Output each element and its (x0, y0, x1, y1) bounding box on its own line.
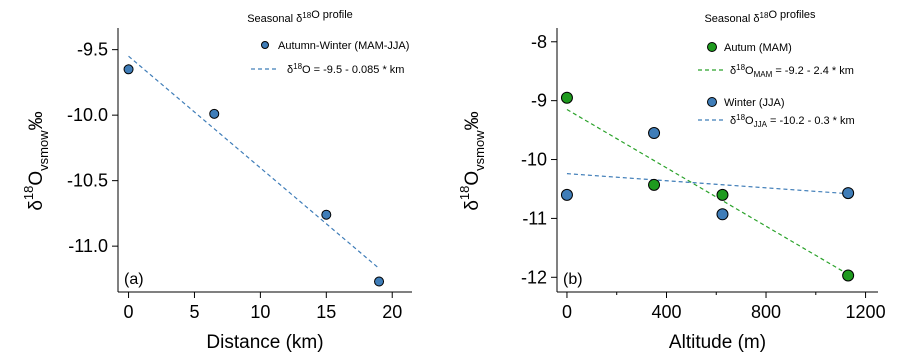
data-point (209, 108, 220, 119)
y-tick-label: -8 (531, 32, 547, 52)
fit-line (566, 173, 849, 195)
x-axis-title: Distance (km) (206, 332, 323, 353)
panel-a: 0 5 10 15 20 -9.5 -10.0 -10.5 -11.0 Distance (km)… (21, 9, 412, 353)
legend-label: δ18OJJA = -10.2 - 0.3 * km (730, 113, 855, 129)
x-tick-label: 20 (382, 302, 402, 322)
fit-line (566, 108, 849, 275)
x-tick-label: 10 (250, 302, 270, 322)
legend-label: Autum (MAM) (724, 42, 792, 54)
data-point (560, 91, 573, 104)
panel-label: (b) (563, 271, 583, 288)
x-tick-label: 5 (189, 302, 199, 322)
data-point (321, 209, 332, 220)
data-point (560, 188, 573, 201)
legend-label: δ18O = -9.5 - 0.085 * km (287, 62, 404, 76)
legend-label: Winter (JJA) (724, 97, 785, 109)
x-axis-title: Altitude (m) (669, 332, 766, 353)
y-tick-label: -10.0 (67, 105, 108, 125)
x-tick-label: 800 (751, 302, 781, 322)
legend-label: δ18OMAM = -9.2 - 2.4 * km (730, 63, 854, 79)
legend-marker (261, 41, 269, 49)
x-tick-label: 1200 (846, 302, 886, 322)
y-tick-label: -10 (521, 150, 547, 170)
panel-label: (a) (124, 271, 144, 288)
y-tick-label: -12 (521, 267, 547, 287)
y-tick-label: -9 (531, 91, 547, 111)
legend-marker (707, 97, 717, 107)
legend-marker (707, 42, 717, 52)
chart-title: Seasonal δ18O profiles (704, 9, 816, 25)
panel-b: 0 400 800 1200 -8 -9 -10 -11 -12 Altitude (m) δ18O… (457, 9, 886, 353)
x-tick-label: 0 (562, 302, 572, 322)
chart-title: Seasonal δ18O profile (247, 9, 353, 25)
y-tick-label: -11.0 (68, 236, 108, 256)
fit-line (128, 55, 380, 269)
data-point (842, 269, 855, 282)
x-tick-label: 0 (124, 302, 134, 322)
data-point (123, 64, 134, 75)
y-tick-label: -11 (522, 208, 547, 228)
data-point (374, 276, 385, 287)
y-tick-label: -10.5 (67, 171, 108, 191)
data-point (716, 188, 729, 201)
data-point (648, 127, 661, 140)
x-tick-label: 15 (316, 302, 336, 322)
y-tick-label: -9.5 (77, 40, 108, 60)
x-tick-label: 400 (651, 302, 681, 322)
legend-label: Autumn-Winter (MAM-JJA) (278, 40, 409, 52)
y-axis-title: δ18Ovsmow‰ (21, 111, 51, 210)
data-point (842, 187, 855, 200)
y-axis-title: δ18Ovsmow‰ (457, 111, 487, 210)
data-point (716, 208, 729, 221)
data-point (648, 178, 661, 191)
